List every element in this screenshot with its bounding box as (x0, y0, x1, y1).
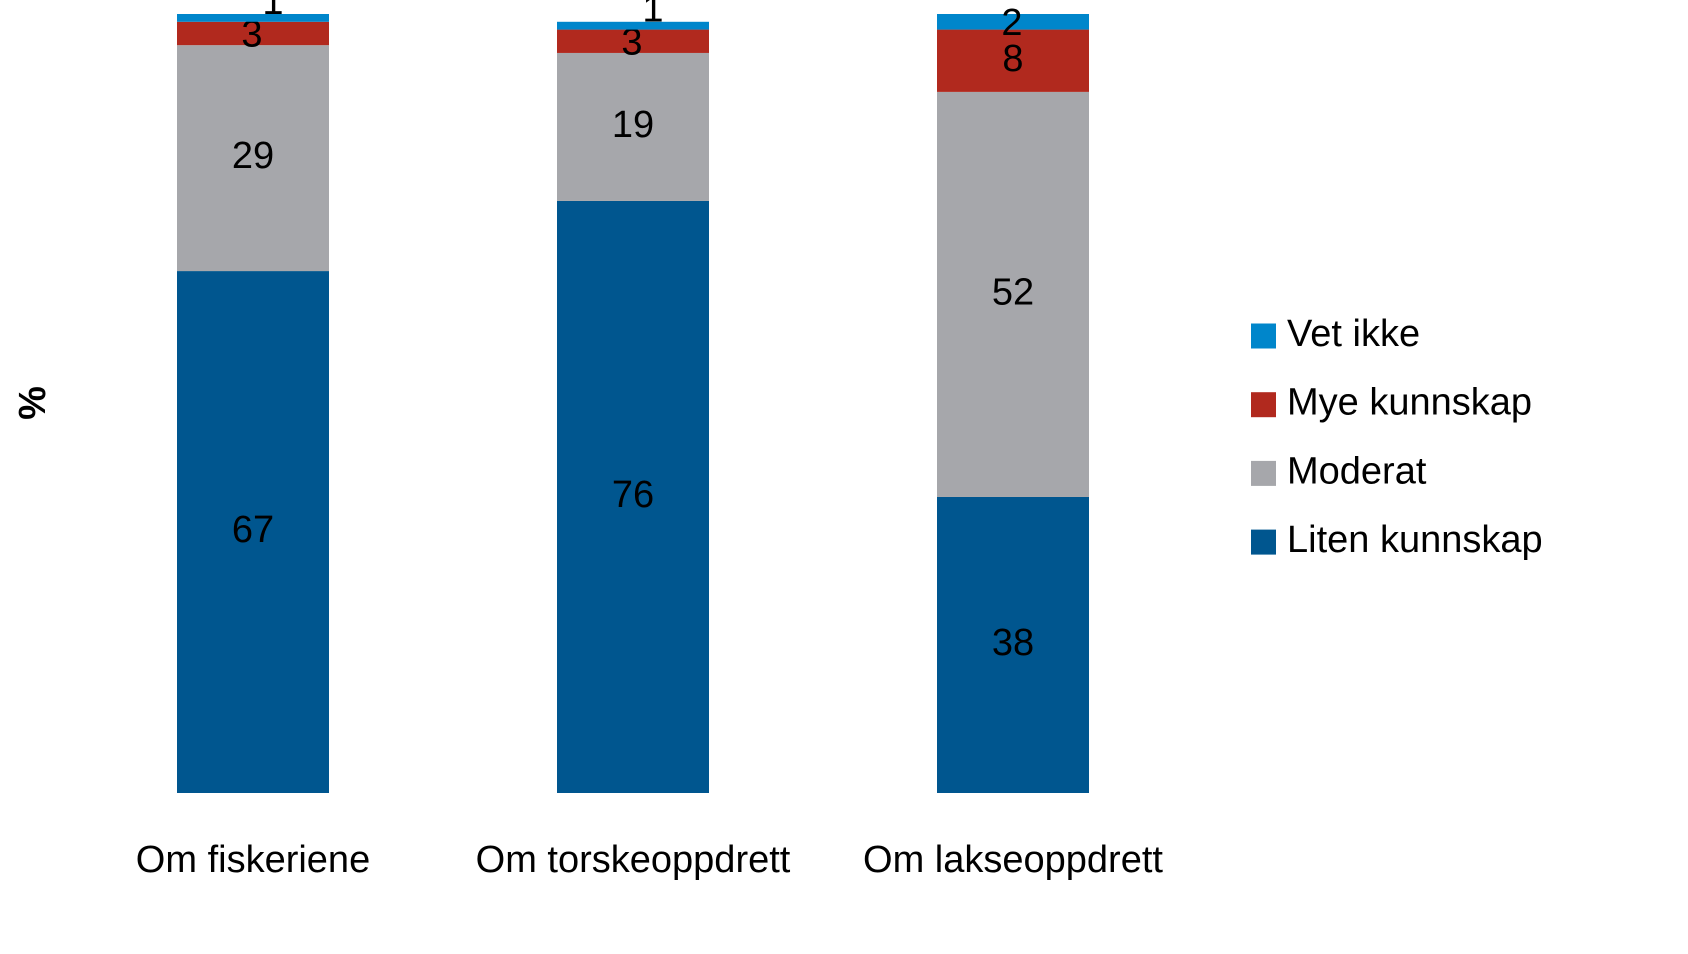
x-tick-label: Om fiskeriene (136, 839, 370, 881)
data-label: 2 (1001, 2, 1022, 44)
data-label: 67 (232, 509, 274, 551)
legend-label: Mye kunnskap (1287, 382, 1532, 424)
x-tick-label: Om lakseoppdrett (863, 839, 1163, 881)
legend-label: Liten kunnskap (1287, 519, 1543, 561)
data-label: 29 (232, 135, 274, 177)
data-label: 3 (241, 14, 262, 56)
legend-swatch (1251, 460, 1276, 486)
legend-swatch (1251, 529, 1276, 555)
bar-segment (937, 29, 1089, 92)
legend-label: Vet ikke (1287, 313, 1420, 355)
bar-segment (937, 91, 1089, 497)
data-label: 38 (992, 622, 1034, 664)
x-tick-label: Om torskeoppdrett (476, 839, 791, 881)
bar-segment (177, 45, 329, 272)
data-label: 1 (262, 0, 283, 23)
bar-segment (557, 200, 709, 793)
legend-label: Moderat (1287, 450, 1427, 492)
bar-segment (557, 52, 709, 201)
data-label: 8 (1002, 38, 1023, 80)
bar-segment (937, 496, 1089, 793)
bar-segment (177, 21, 329, 46)
data-label: 52 (992, 271, 1034, 313)
data-label: 3 (621, 21, 642, 63)
bar-segment (557, 21, 709, 30)
bar-segment (177, 271, 329, 793)
bar-segment (177, 14, 329, 22)
data-label: 19 (612, 104, 654, 146)
bar-segment (937, 14, 1089, 30)
legend-swatch (1251, 323, 1276, 349)
y-axis-label: % (12, 386, 54, 420)
legend-swatch (1251, 392, 1276, 418)
bar-segment (557, 29, 709, 53)
data-label: 76 (612, 474, 654, 516)
data-label: 1 (642, 0, 663, 31)
